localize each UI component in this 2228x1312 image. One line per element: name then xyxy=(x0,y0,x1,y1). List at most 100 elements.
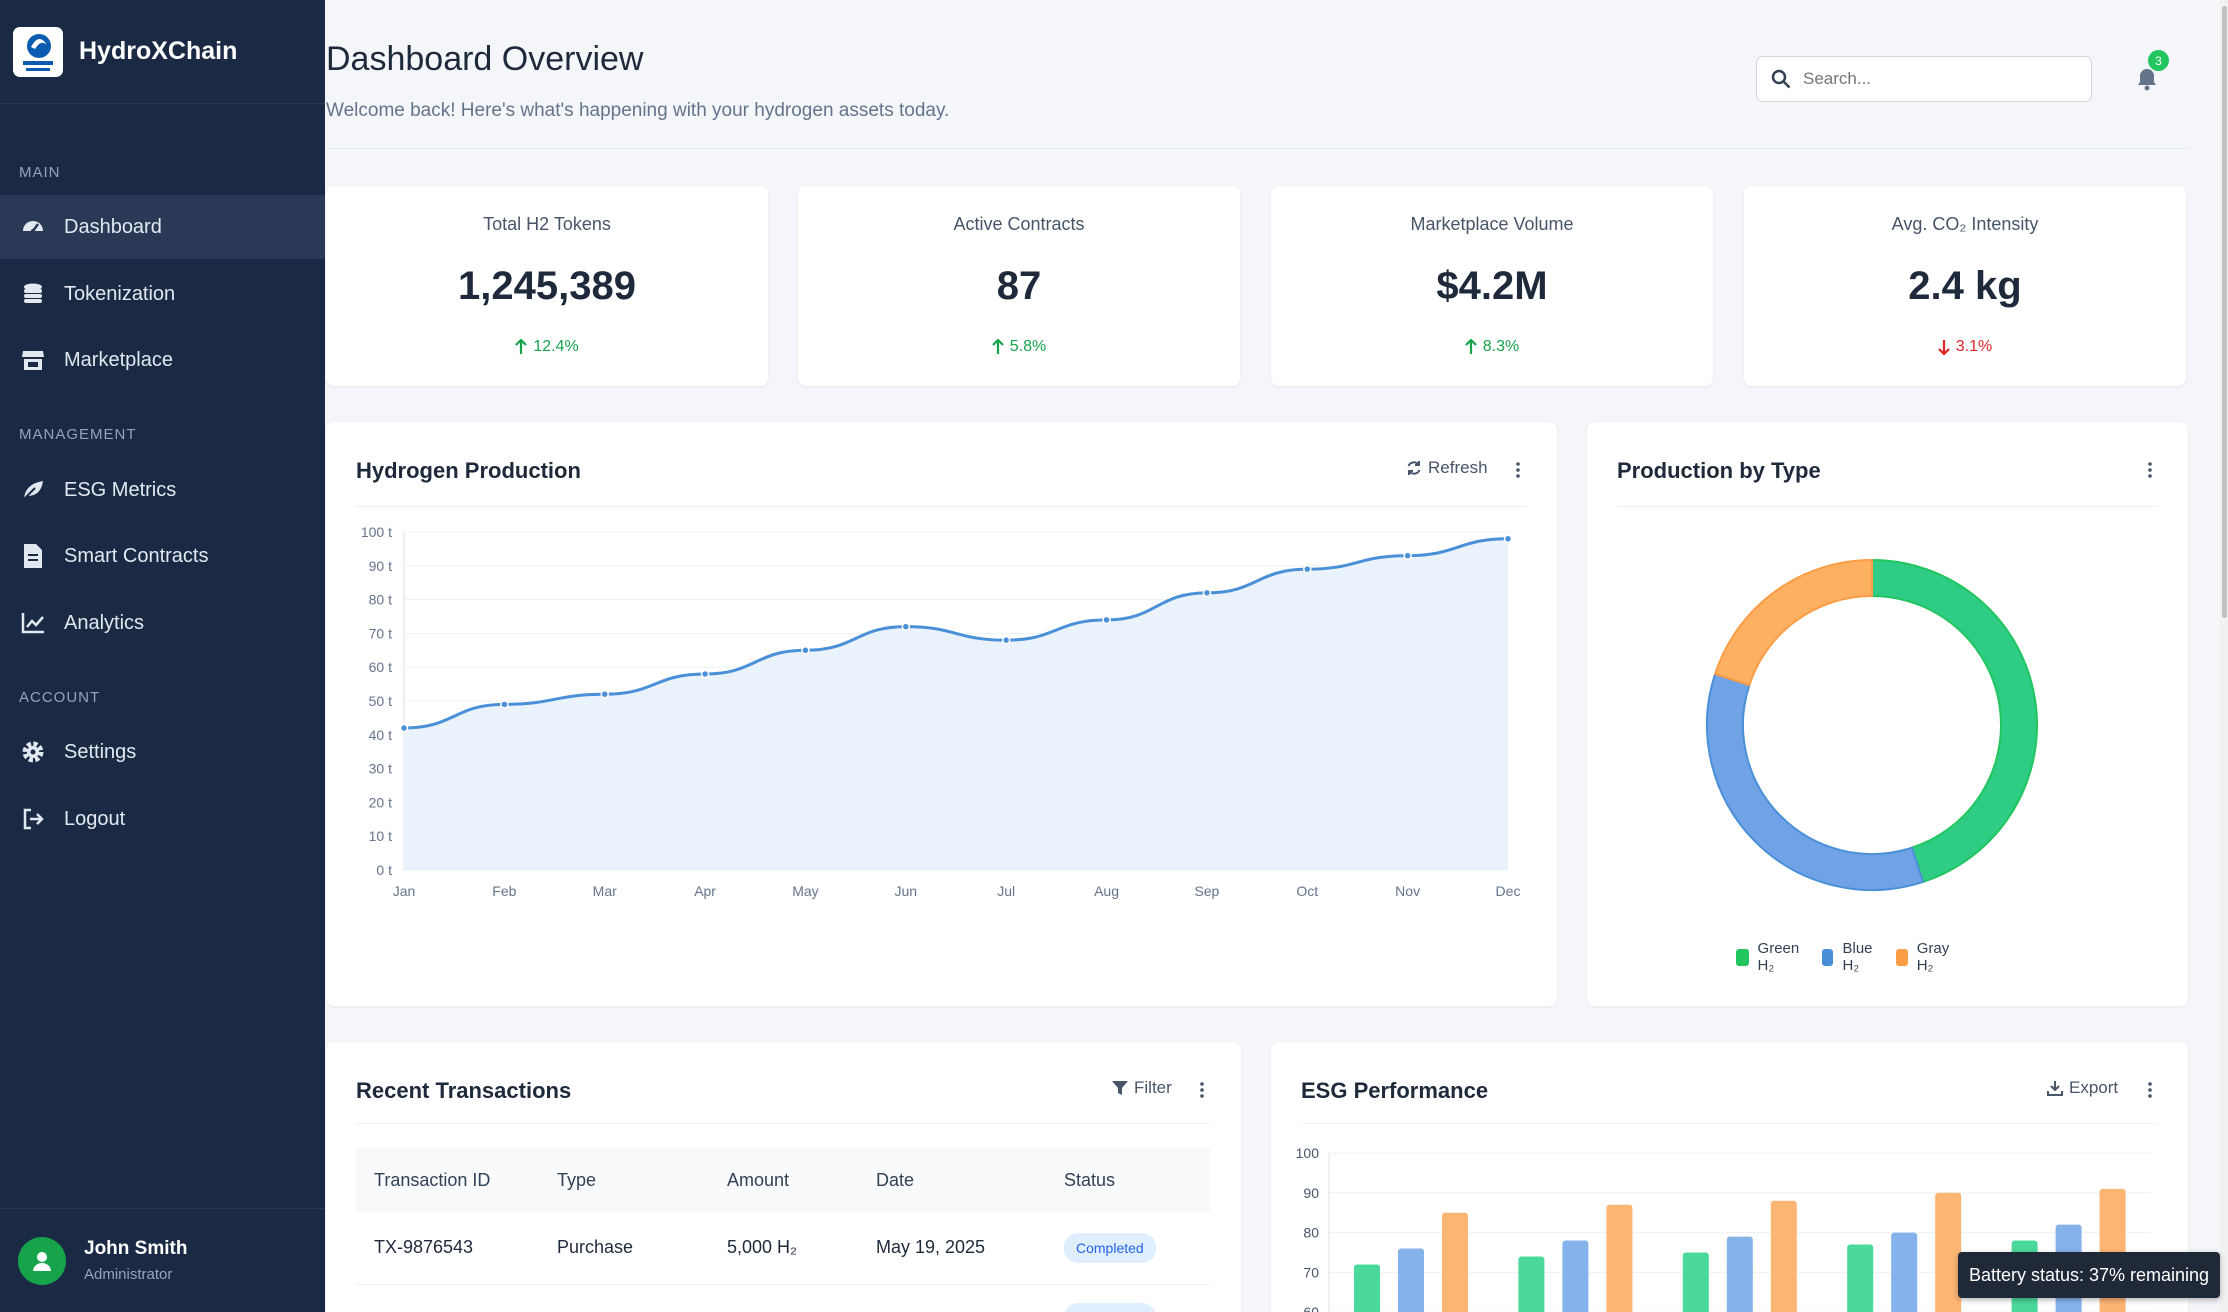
sidebar-item-esg-metrics[interactable]: ESG Metrics xyxy=(0,458,325,522)
y-tick-label: 100 xyxy=(1296,1145,1320,1161)
card-divider xyxy=(356,1123,1211,1124)
bar xyxy=(1606,1204,1633,1312)
table-row[interactable]: TX-9876543 Purchase 5,000 H₂ May 19, 202… xyxy=(356,1212,1211,1285)
y-tick-label: 90 t xyxy=(369,558,392,574)
scrollbar-track[interactable] xyxy=(2220,0,2228,1312)
refresh-button[interactable]: Refresh xyxy=(1406,458,1488,478)
card-title: Recent Transactions xyxy=(356,1078,572,1103)
logout-icon xyxy=(20,806,46,832)
sidebar-item-analytics[interactable]: Analytics xyxy=(0,591,325,655)
column-header[interactable]: Date xyxy=(858,1148,1046,1212)
bar xyxy=(1847,1244,1874,1312)
status-badge: Completed xyxy=(1064,1232,1156,1263)
data-point xyxy=(1503,534,1513,544)
y-tick-label: 20 t xyxy=(369,794,392,810)
legend-item-green[interactable]: Green H₂ xyxy=(1736,940,1804,974)
leaf-icon xyxy=(20,477,46,503)
header-divider xyxy=(326,148,2188,149)
user-icon xyxy=(33,1251,51,1271)
sidebar-item-marketplace[interactable]: Marketplace xyxy=(0,328,325,392)
y-tick-label: 60 xyxy=(1303,1304,1319,1312)
stat-change-value: 3.1% xyxy=(1955,338,1993,355)
type-chart-card: Production by Type xyxy=(1587,422,2188,1006)
column-header[interactable]: Status xyxy=(1046,1148,1211,1212)
data-point xyxy=(700,669,710,679)
filter-label: Filter xyxy=(1134,1078,1172,1097)
bar xyxy=(1891,1232,1918,1312)
card-title: Production by Type xyxy=(1617,458,1821,483)
stat-card-h2-tokens: Total H2 Tokens 1,245,389 12.4% xyxy=(326,186,768,386)
donut-slice xyxy=(1706,672,1925,891)
export-label: Export xyxy=(2069,1078,2119,1097)
more-options-button[interactable] xyxy=(2140,1078,2160,1102)
section-label-account: ACCOUNT xyxy=(19,689,101,706)
legend-swatch xyxy=(1895,948,1908,966)
sidebar-item-label: Settings xyxy=(64,740,137,763)
bar xyxy=(1935,1192,1962,1312)
stat-value: 87 xyxy=(996,264,1042,308)
sidebar-item-label: ESG Metrics xyxy=(64,478,177,501)
stat-change-value: 8.3% xyxy=(1482,338,1520,355)
export-button[interactable]: Export xyxy=(2047,1078,2118,1098)
column-header[interactable]: Type xyxy=(539,1148,709,1212)
column-header[interactable]: Transaction ID xyxy=(356,1148,539,1212)
card-divider xyxy=(1301,1123,2158,1124)
sidebar-item-label: Smart Contracts xyxy=(64,544,209,567)
user-role: Administrator xyxy=(84,1266,173,1283)
coins-icon xyxy=(20,281,46,307)
x-tick-label: May xyxy=(792,883,818,899)
status-badge xyxy=(1064,1302,1156,1312)
sidebar-item-logout[interactable]: Logout xyxy=(0,787,325,851)
data-point xyxy=(1303,564,1312,574)
x-tick-label: Sep xyxy=(1194,883,1219,899)
stat-label: Active Contracts xyxy=(953,214,1085,234)
more-options-button[interactable] xyxy=(1192,1078,1212,1102)
x-tick-label: Jul xyxy=(997,883,1015,899)
stat-card-co2-intensity: Avg. CO₂ Intensity 2.4 kg 3.1% xyxy=(1744,186,2186,386)
stat-change: 8.3% xyxy=(1271,338,1713,356)
filter-button[interactable]: Filter xyxy=(1112,1078,1172,1098)
bar xyxy=(1518,1256,1545,1312)
search-box[interactable] xyxy=(1756,56,2092,102)
series-line xyxy=(403,537,1509,730)
legend-label: Blue H₂ xyxy=(1842,940,1873,974)
more-options-button[interactable] xyxy=(2140,458,2160,482)
bar xyxy=(1726,1236,1753,1312)
table-row[interactable] xyxy=(356,1284,1211,1312)
user-profile[interactable]: John Smith Administrator xyxy=(0,1208,325,1312)
search-icon xyxy=(1771,69,1791,89)
stat-value: 2.4 kg xyxy=(1908,264,2022,308)
column-header[interactable]: Amount xyxy=(709,1148,858,1212)
sidebar-item-dashboard[interactable]: Dashboard xyxy=(0,195,325,259)
y-tick-label: 100 t xyxy=(361,524,392,540)
stat-value: $4.2M xyxy=(1436,264,1548,308)
arrow-down-icon xyxy=(1937,340,1950,355)
sidebar-item-tokenization[interactable]: Tokenization xyxy=(0,262,325,326)
gauge-icon xyxy=(20,214,46,240)
stat-card-active-contracts: Active Contracts 87 5.8% xyxy=(798,186,1240,386)
download-icon xyxy=(2047,1081,2063,1096)
sidebar-item-label: Dashboard xyxy=(64,215,162,238)
legend-item-gray[interactable]: Gray H₂ xyxy=(1895,940,1955,974)
more-options-button[interactable] xyxy=(1508,458,1528,482)
data-point xyxy=(500,700,509,709)
stat-label: Avg. CO₂ Intensity xyxy=(1891,214,2039,234)
stat-card-marketplace-volume: Marketplace Volume $4.2M 8.3% xyxy=(1271,186,1713,386)
sidebar: HydroXChain MAIN Dashboard Tokenization … xyxy=(0,0,325,1312)
sidebar-item-smart-contracts[interactable]: Smart Contracts xyxy=(0,524,325,588)
scrollbar-thumb[interactable] xyxy=(2222,6,2227,618)
cell-type: Purchase xyxy=(539,1212,709,1285)
data-point xyxy=(399,723,409,733)
donut-legend: Green H₂ Blue H₂ Gray H₂ xyxy=(1736,940,1954,974)
sidebar-item-label: Logout xyxy=(64,807,126,830)
y-tick-label: 0 t xyxy=(376,862,392,878)
sidebar-item-settings[interactable]: Settings xyxy=(0,720,325,784)
x-tick-label: Jun xyxy=(895,883,918,899)
gear-icon xyxy=(20,739,46,765)
legend-item-blue[interactable]: Blue H₂ xyxy=(1821,940,1878,974)
notifications-button[interactable] xyxy=(2126,58,2168,100)
search-input[interactable] xyxy=(1803,69,2073,89)
line-chart: 0 t 10 t 20 t 30 t 40 t 50 t 60 t 70 t 80 t 90 t 1… xyxy=(361,524,1521,899)
legend-label: Gray H₂ xyxy=(1916,940,1950,974)
data-point xyxy=(1001,635,1011,645)
